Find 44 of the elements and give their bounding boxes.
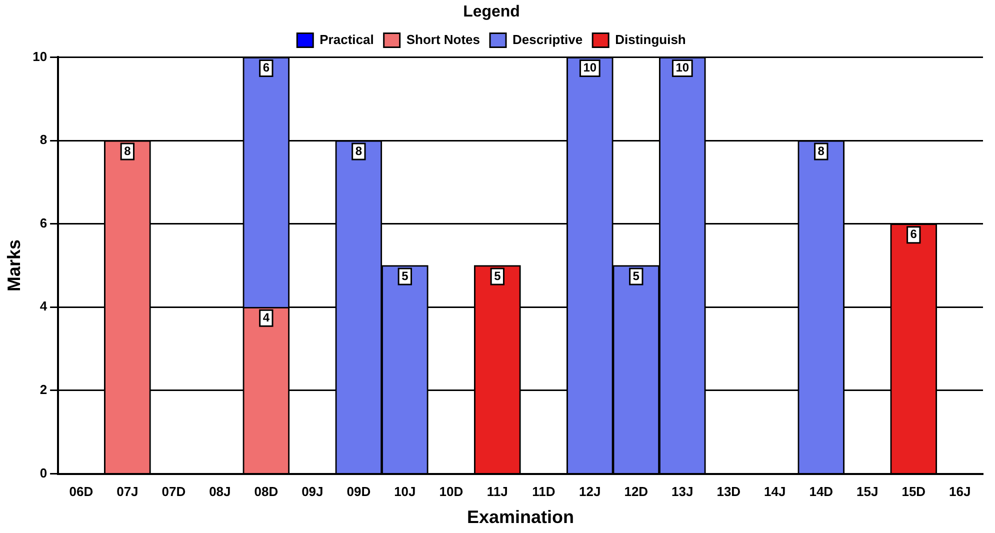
legend-label: Practical [320, 32, 374, 47]
x-tick-label: 08D [254, 484, 278, 500]
data-label: 5 [494, 268, 502, 283]
data-label: 5 [632, 268, 640, 283]
x-tick-label: 10J [394, 484, 416, 500]
y-tick-label: 6 [40, 215, 48, 230]
x-tick-label: 11J [486, 484, 508, 500]
x-tick-label: 10D [439, 484, 464, 500]
data-label: 4 [262, 310, 270, 324]
data-label: 10 [676, 60, 690, 75]
legend-label: Short Notes [406, 32, 480, 47]
legend-label: Descriptive [512, 32, 583, 47]
x-tick-label: 07J [116, 484, 138, 500]
x-tick-label: 14J [764, 484, 786, 500]
data-label: 8 [818, 144, 825, 158]
data-label: 10 [583, 60, 597, 75]
x-tick-label: 13J [672, 484, 694, 500]
legend-title: Legend [463, 3, 520, 20]
y-tick-label: 0 [40, 465, 48, 480]
data-label: 5 [402, 268, 409, 283]
x-tick-label: 12J [579, 484, 601, 500]
x-tick-label: 09D [346, 484, 371, 500]
y-tick-label: 4 [40, 298, 48, 314]
x-tick-label: 13D [716, 484, 741, 500]
y-tick-label: 8 [40, 132, 48, 148]
data-label: 8 [124, 144, 132, 158]
x-tick-label: 11D [532, 484, 556, 500]
x-tick-label: 15J [856, 484, 878, 500]
y-tick-label: 10 [32, 48, 48, 64]
x-tick-label: 15D [902, 484, 926, 500]
y-axis-title: Marks [4, 239, 24, 292]
y-tick-label: 2 [40, 382, 48, 398]
x-axis-title: Examination [467, 507, 574, 528]
data-label: 6 [910, 227, 918, 242]
x-tick-label: 12D [624, 484, 648, 500]
legend-label: Distinguish [615, 32, 686, 47]
x-tick-label: 07D [162, 484, 186, 500]
data-label: 8 [355, 144, 362, 158]
x-tick-label: 06D [69, 484, 94, 500]
x-tick-label: 08J [209, 484, 231, 500]
data-label: 6 [262, 60, 270, 75]
x-tick-label: 16J [949, 484, 971, 500]
x-tick-label: 09J [302, 484, 324, 500]
x-tick-label: 14D [809, 484, 834, 500]
